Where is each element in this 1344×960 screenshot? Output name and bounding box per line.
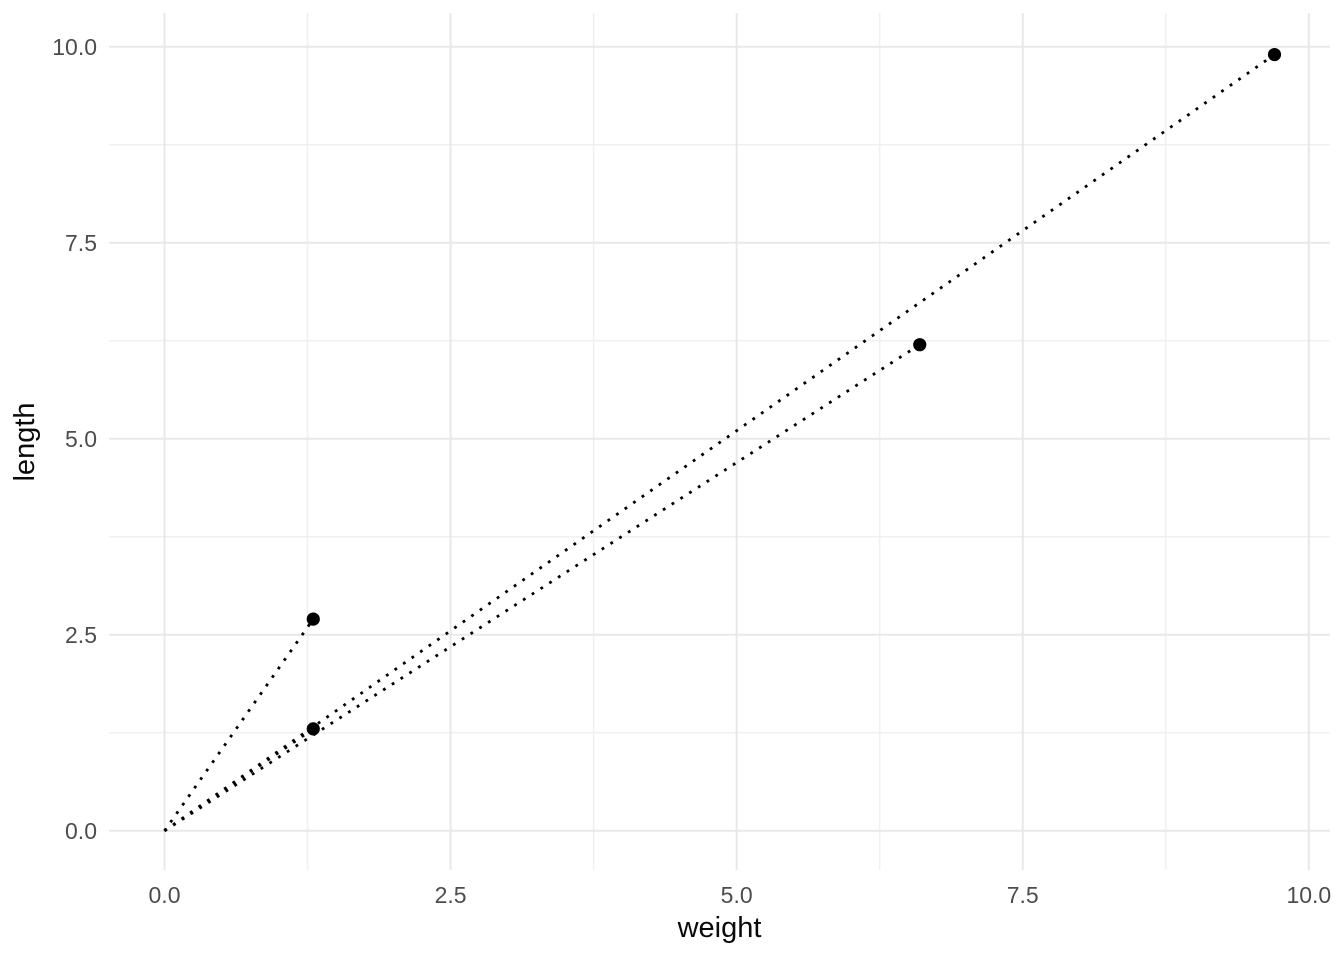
segment-line xyxy=(163,53,1276,832)
x-axis-title: weight xyxy=(677,912,762,944)
data-point xyxy=(306,722,320,736)
x-tick-label: 0.0 xyxy=(148,882,181,908)
data-point xyxy=(913,338,927,352)
data-point xyxy=(306,612,320,626)
y-axis-title: length xyxy=(9,401,41,482)
y-tick-label: 0.0 xyxy=(65,817,97,844)
segment-line xyxy=(163,618,315,832)
x-tick-label: 10.0 xyxy=(1286,882,1332,908)
segment-line xyxy=(163,343,921,832)
x-tick-label: 2.5 xyxy=(434,882,467,908)
segment-line xyxy=(163,727,315,832)
data-point xyxy=(1267,47,1282,62)
y-tick-label: 10.0 xyxy=(52,33,97,60)
y-tick-label: 7.5 xyxy=(65,229,97,256)
x-tick-label: 5.0 xyxy=(720,882,753,908)
x-tick-label: 7.5 xyxy=(1006,882,1039,908)
y-tick-label: 2.5 xyxy=(65,621,97,648)
y-tick-label: 5.0 xyxy=(65,425,97,452)
